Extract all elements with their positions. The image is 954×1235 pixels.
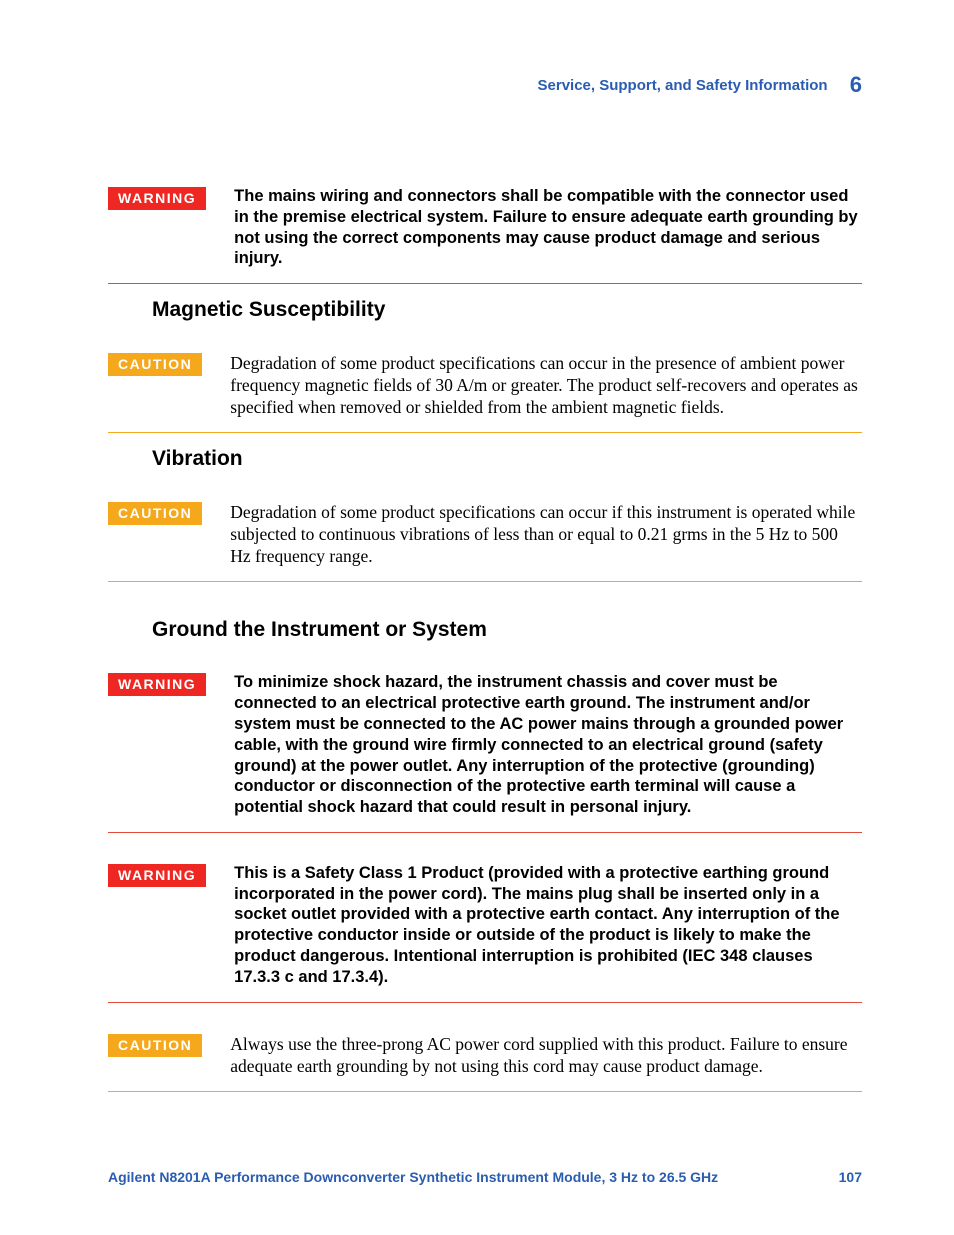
caution-label: CAUTION <box>108 353 202 376</box>
page-header: Service, Support, and Safety Information… <box>108 72 862 98</box>
caution-body-2: Degradation of some product specificatio… <box>202 501 862 567</box>
footer-title: Agilent N8201A Performance Downconverter… <box>108 1169 718 1185</box>
divider <box>108 832 862 833</box>
caution-body-1: Degradation of some product specificatio… <box>202 352 862 418</box>
caution-notice-1: CAUTION Degradation of some product spec… <box>108 352 862 432</box>
heading-ground: Ground the Instrument or System <box>152 618 862 642</box>
chapter-number: 6 <box>850 72 862 97</box>
divider <box>108 581 862 582</box>
warning-body-3: This is a Safety Class 1 Product (provid… <box>206 863 862 988</box>
warning-label: WARNING <box>108 187 206 210</box>
warning-body-2: To minimize shock hazard, the instrument… <box>206 672 862 817</box>
divider <box>108 1091 862 1092</box>
divider <box>108 283 862 284</box>
caution-notice-3: CAUTION Always use the three-prong AC po… <box>108 1033 862 1091</box>
heading-vibration: Vibration <box>152 447 862 471</box>
caution-body-3: Always use the three-prong AC power cord… <box>202 1033 862 1077</box>
caution-label: CAUTION <box>108 502 202 525</box>
warning-body-1: The mains wiring and connectors shall be… <box>206 186 862 269</box>
caution-label: CAUTION <box>108 1034 202 1057</box>
divider <box>108 432 862 433</box>
warning-notice-1: WARNING The mains wiring and connectors … <box>108 186 862 283</box>
heading-magnetic: Magnetic Susceptibility <box>152 298 862 322</box>
warning-notice-3: WARNING This is a Safety Class 1 Product… <box>108 863 862 1002</box>
caution-notice-2: CAUTION Degradation of some product spec… <box>108 501 862 581</box>
header-title: Service, Support, and Safety Information <box>538 77 828 94</box>
divider <box>108 1002 862 1003</box>
warning-label: WARNING <box>108 673 206 696</box>
page-content: Service, Support, and Safety Information… <box>0 0 954 1092</box>
page-footer: Agilent N8201A Performance Downconverter… <box>108 1169 862 1185</box>
warning-label: WARNING <box>108 864 206 887</box>
page-number: 107 <box>839 1169 862 1185</box>
warning-notice-2: WARNING To minimize shock hazard, the in… <box>108 672 862 831</box>
